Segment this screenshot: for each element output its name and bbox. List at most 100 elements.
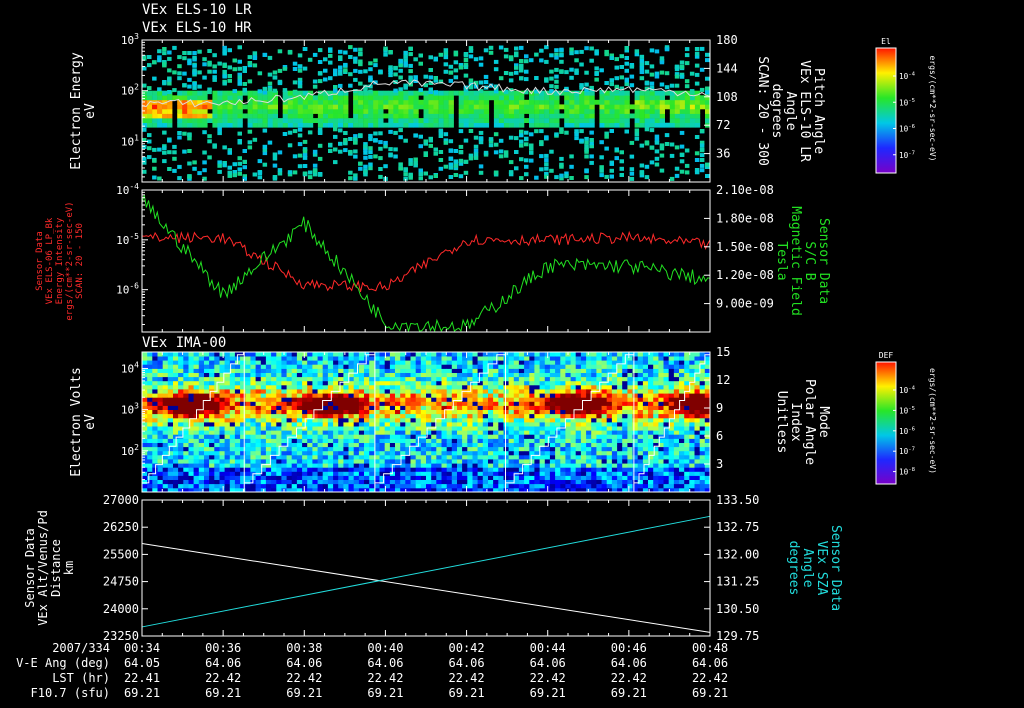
heatmap-cell — [478, 137, 484, 142]
heatmap-cell — [560, 380, 566, 386]
heatmap-cell — [488, 467, 494, 472]
heatmap-cell — [260, 360, 267, 365]
heatmap-cell — [431, 454, 437, 460]
heatmap-cell — [586, 471, 592, 476]
heatmap-cell — [503, 47, 509, 52]
heatmap-cell — [398, 87, 403, 92]
heatmap-cell — [629, 74, 635, 79]
heatmap-cell — [649, 95, 655, 101]
heatmap-cell — [338, 475, 344, 480]
heatmap-cell — [237, 156, 242, 161]
heatmap-cell — [560, 376, 566, 382]
heatmap-cell — [443, 118, 449, 123]
heatmap-cell — [467, 430, 473, 435]
heatmap-cell — [518, 422, 525, 427]
heatmap-cell — [513, 372, 520, 378]
heatmap-cell — [167, 442, 174, 448]
heatmap-cell — [575, 446, 582, 452]
heatmap-cell — [271, 483, 277, 489]
heatmap-cell — [405, 389, 411, 394]
heatmap-cell — [443, 48, 449, 53]
heatmap-cell — [142, 422, 148, 427]
heatmap-cell — [317, 409, 324, 415]
heatmap-cell — [599, 173, 604, 178]
heatmap-cell — [493, 142, 499, 147]
heatmap-cell — [378, 131, 383, 136]
heatmap-cell — [559, 69, 564, 74]
heatmap-cell — [669, 142, 675, 147]
heatmap-cell — [379, 389, 386, 394]
heatmap-cell — [604, 131, 609, 136]
heatmap-cell — [296, 384, 303, 390]
heatmap-cell — [245, 384, 251, 390]
heatmap-cell — [513, 467, 520, 472]
heatmap-cell — [654, 140, 660, 145]
heatmap-cell — [431, 459, 437, 464]
heatmap-cell — [395, 368, 401, 373]
heatmap-cell — [418, 144, 423, 149]
heatmap-cell — [167, 138, 172, 143]
heatmap-cell — [534, 109, 540, 114]
heatmap-cell — [152, 352, 158, 357]
heatmap-cell — [328, 76, 333, 81]
heatmap-cell — [358, 442, 365, 448]
heatmap-cell — [405, 430, 411, 435]
heatmap-cell — [240, 389, 246, 394]
heatmap-cell — [353, 376, 360, 382]
heatmap-cell — [232, 99, 238, 105]
heatmap-cell — [493, 368, 499, 373]
heatmap-cell — [518, 393, 525, 398]
heatmap-cell — [281, 438, 287, 443]
heatmap-cell — [373, 95, 379, 101]
heatmap-cell — [204, 479, 210, 485]
heatmap-cell — [358, 384, 365, 390]
heatmap-cell — [606, 422, 613, 427]
heatmap-cell — [219, 417, 226, 423]
heatmap-cell — [157, 463, 164, 468]
heatmap-cell — [167, 483, 174, 489]
heatmap-cell — [529, 384, 535, 390]
heatmap-cell — [379, 352, 386, 357]
heatmap-cell — [591, 430, 597, 435]
heatmap-cell — [167, 380, 174, 386]
heatmap-cell — [400, 405, 406, 410]
heatmap-cell — [389, 380, 396, 386]
heatmap-cell — [142, 56, 147, 61]
heatmap-cell — [250, 446, 256, 452]
heatmap-cell — [420, 467, 427, 472]
heatmap-cell — [606, 401, 613, 406]
heatmap-cell — [312, 84, 318, 89]
heatmap-cell — [358, 463, 365, 468]
heatmap-cell — [451, 417, 458, 423]
heatmap-cell — [415, 401, 422, 406]
heatmap-cell — [482, 372, 489, 378]
heatmap-cell — [549, 459, 556, 464]
heatmap-cell — [458, 158, 464, 163]
heatmap-cell — [462, 463, 468, 468]
heatmap-cell — [472, 356, 479, 361]
heatmap-cell — [405, 426, 411, 431]
heatmap-cell — [420, 442, 427, 448]
heatmap-cell — [534, 364, 540, 369]
heatmap-cell — [374, 450, 380, 456]
heatmap-cell — [197, 90, 203, 96]
heatmap-cell — [410, 352, 417, 357]
heatmap-cell — [524, 397, 530, 402]
heatmap-cell — [227, 122, 233, 128]
heatmap-cell — [436, 397, 442, 402]
heatmap-cell — [363, 144, 368, 149]
heatmap-cell — [287, 109, 294, 114]
heatmap-cell — [312, 413, 318, 419]
heatmap-cell — [524, 459, 530, 464]
heatmap-cell — [604, 113, 610, 119]
heatmap-cell — [415, 380, 422, 386]
heatmap-cell — [472, 430, 479, 435]
heatmap-cell — [255, 454, 262, 460]
heatmap-cell — [388, 147, 393, 152]
heatmap-cell — [237, 45, 242, 50]
heatmap-cell — [173, 467, 179, 472]
heatmap-cell — [260, 397, 267, 402]
heatmap-cell — [152, 380, 158, 386]
heatmap-cell — [539, 475, 546, 480]
heatmap-cell — [312, 172, 318, 177]
